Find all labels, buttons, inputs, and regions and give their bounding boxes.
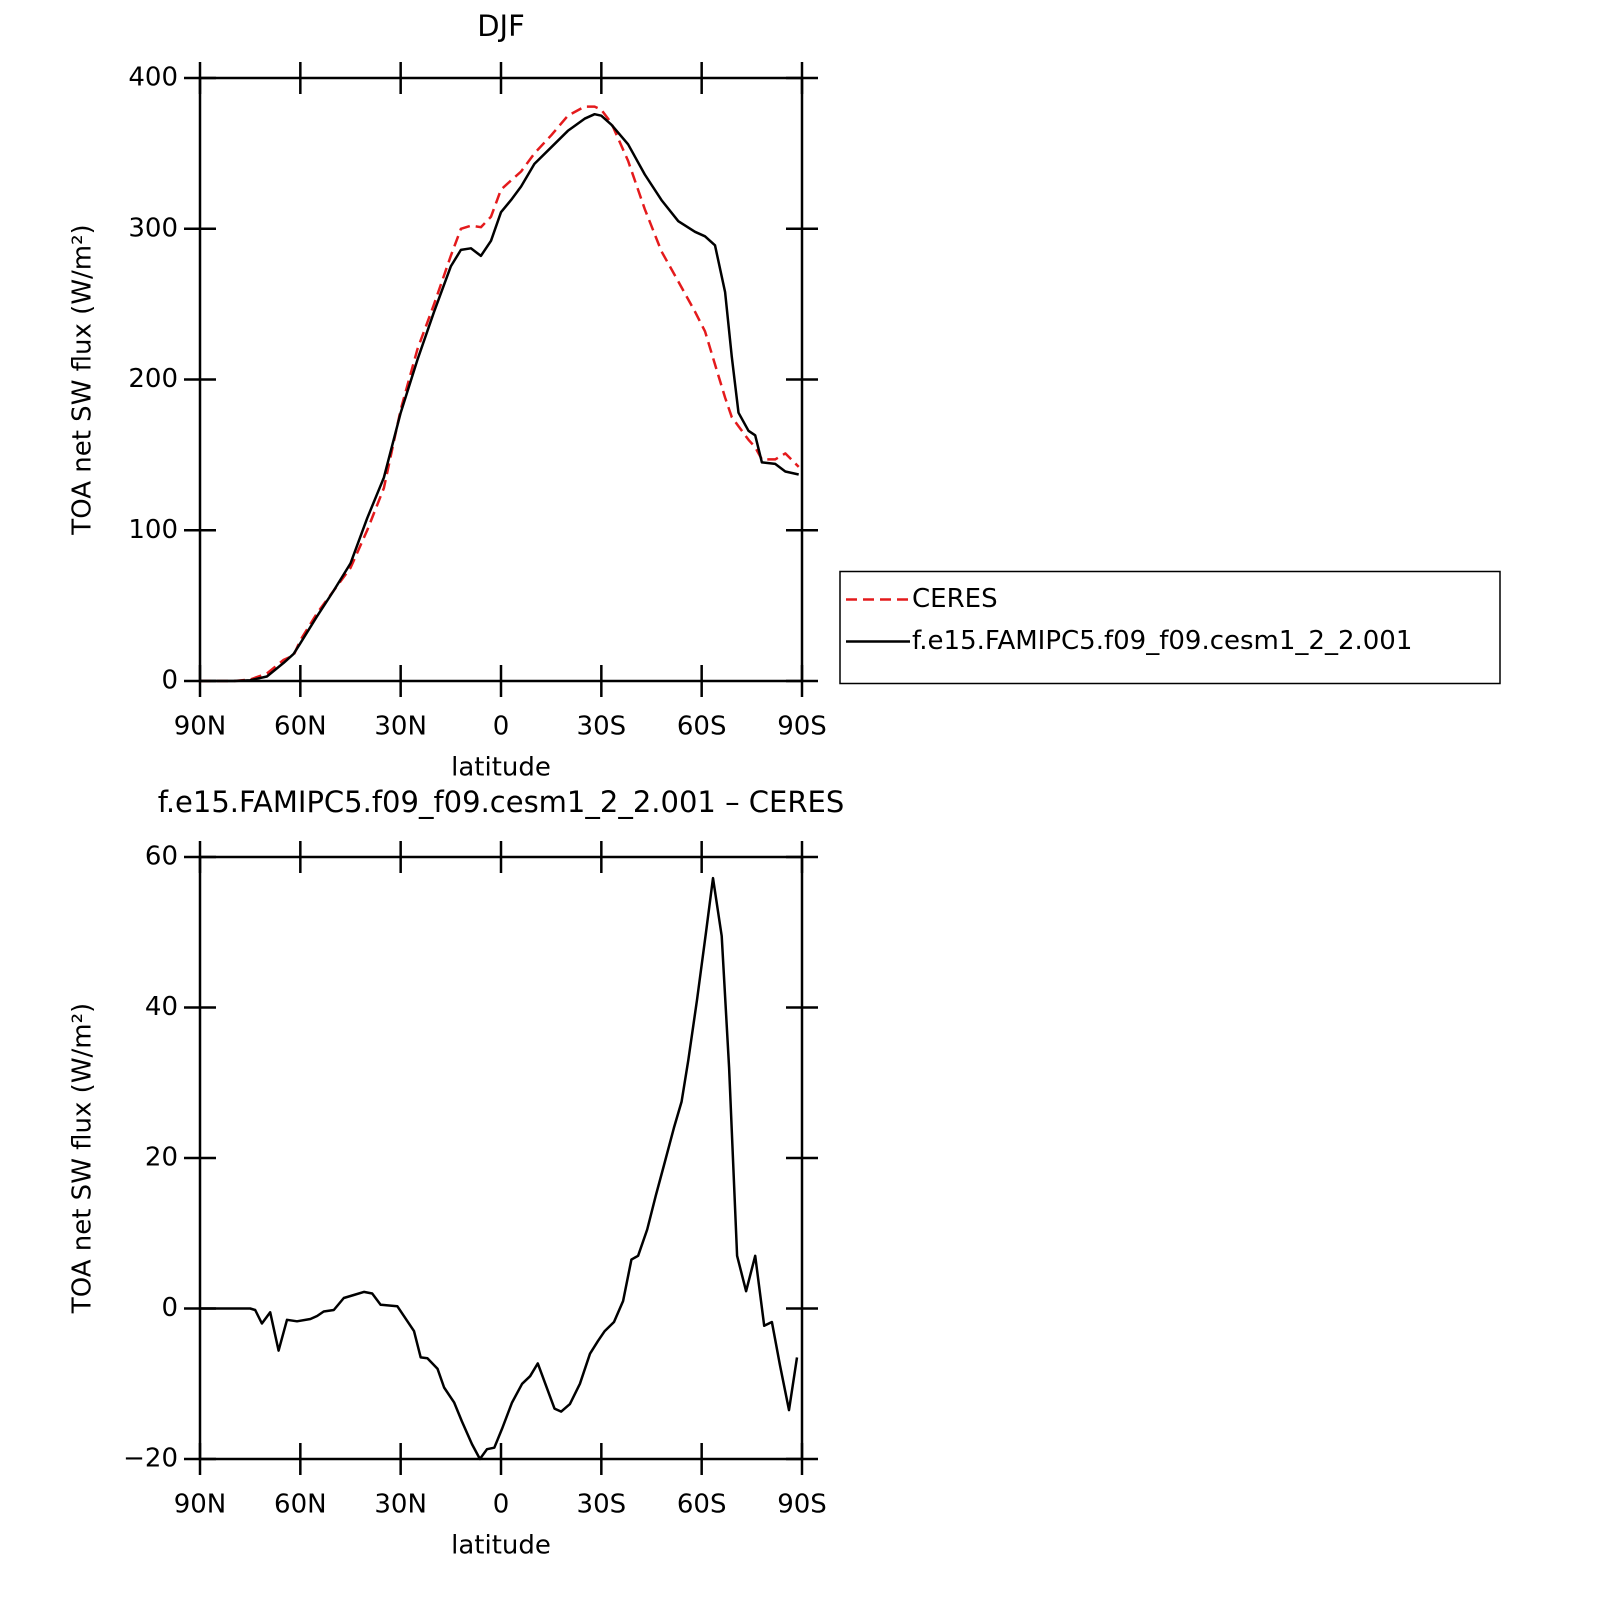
y-tick-label: 300 [128,213,178,243]
data-line [200,105,800,683]
y-tick-label: −20 [123,1444,178,1474]
data-line [200,112,799,683]
x-tick-label: 30N [374,1490,427,1520]
chart-title: DJF [477,9,525,43]
x-tick-label: 0 [493,1490,510,1520]
data-line [200,876,799,1461]
x-axis-label: latitude [451,753,551,783]
legend-box [839,570,1501,685]
y-tick-label: 100 [128,515,178,545]
legend-label: CERES [912,584,998,614]
y-tick-label: 0 [161,1293,178,1323]
y-tick-label: 0 [161,666,178,696]
plot-frame [198,855,804,1461]
legend-label: f.e15.FAMIPC5.f09_f09.cesm1_2_2.001 [912,626,1412,656]
x-tick-label: 30N [374,712,427,742]
x-tick-label: 30S [577,1490,627,1520]
x-axis-label: latitude [451,1531,551,1561]
x-tick-label: 90S [777,712,827,742]
plot-frame [198,76,804,683]
x-tick-label: 60S [677,1490,727,1520]
x-tick-label: 0 [493,712,510,742]
x-tick-label: 90S [777,1490,827,1520]
x-tick-label: 30S [577,712,627,742]
x-tick-label: 90N [174,1490,227,1520]
y-tick-label: 400 [128,63,178,93]
chart-title: f.e15.FAMIPC5.f09_f09.cesm1_2_2.001 – CE… [158,785,845,819]
y-tick-label: 20 [145,1143,178,1173]
x-tick-label: 60N [274,1490,327,1520]
y-tick-label: 60 [145,842,178,872]
y-tick-label: 200 [128,364,178,394]
y-axis-label: TOA net SW flux (W/m²) [68,224,98,535]
x-tick-label: 60N [274,712,327,742]
x-tick-label: 90N [174,712,227,742]
y-tick-label: 40 [145,992,178,1022]
x-tick-label: 60S [677,712,727,742]
y-axis-label: TOA net SW flux (W/m²) [68,1003,98,1314]
